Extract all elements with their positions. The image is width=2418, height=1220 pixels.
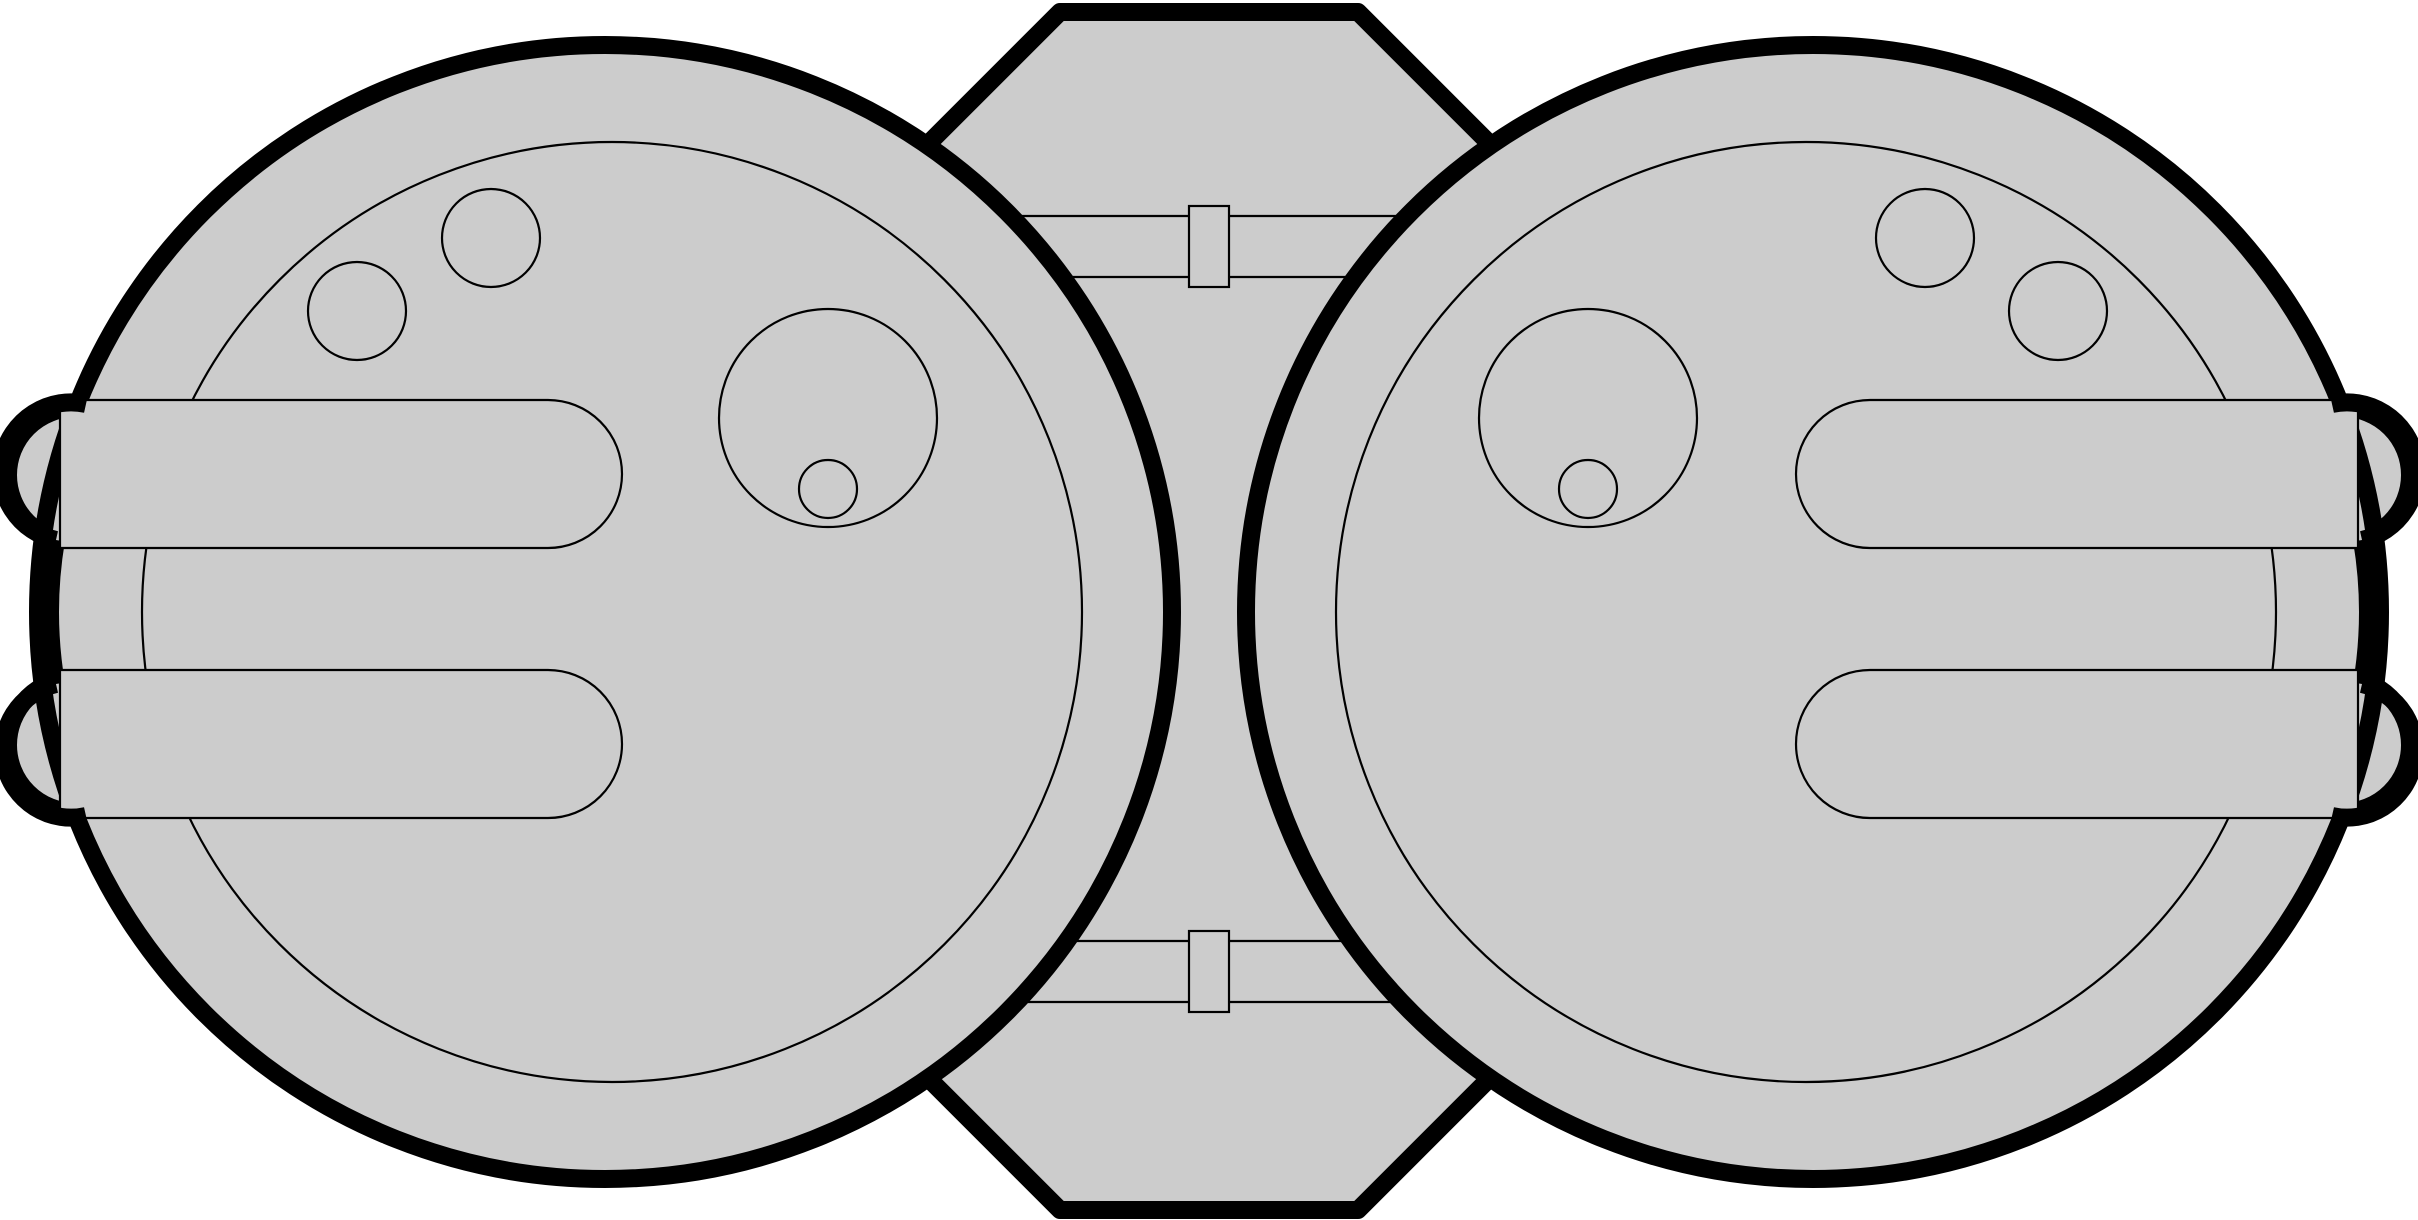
left-lobe-lower-arc bbox=[0, 675, 88, 827]
left-slots bbox=[58, 398, 624, 820]
right-slot-upper bbox=[1794, 398, 2360, 550]
left-hole-inner bbox=[797, 458, 859, 520]
right-outer-edge bbox=[2353, 538, 2377, 686]
left-hole-small-a bbox=[306, 260, 408, 362]
left-holes bbox=[306, 187, 939, 529]
left-slot-lower bbox=[58, 668, 624, 820]
left-disc bbox=[29, 36, 1181, 1188]
left-inner-ring bbox=[140, 140, 1084, 1084]
right-hole-inner bbox=[1557, 458, 1619, 520]
lobe-outer-arcs bbox=[0, 393, 2418, 827]
right-hole-large bbox=[1477, 307, 1699, 529]
bottom-clamp bbox=[1187, 929, 1231, 1014]
right-slots bbox=[1794, 398, 2360, 820]
right-slot-lower bbox=[1794, 668, 2360, 820]
right-disc-outline bbox=[1237, 36, 2389, 1188]
right-disc bbox=[1237, 36, 2389, 1188]
right-inner-ring bbox=[1334, 140, 2278, 1084]
right-lobe-upper-arc bbox=[2330, 393, 2418, 549]
left-hole-large bbox=[717, 307, 939, 529]
left-lobe-upper-arc bbox=[0, 393, 88, 549]
right-hole-small-b bbox=[1874, 187, 1976, 289]
right-hole-small-a bbox=[2007, 260, 2109, 362]
top-clamp bbox=[1187, 204, 1231, 289]
inner-rings bbox=[140, 140, 2278, 1084]
right-holes bbox=[1477, 187, 2109, 529]
bridge-clamps bbox=[1018, 204, 1400, 1014]
left-disc-outline bbox=[29, 36, 1181, 1188]
left-hole-small-b bbox=[440, 187, 542, 289]
left-outer-edge bbox=[41, 538, 65, 686]
right-lobe-lower-arc bbox=[2330, 675, 2418, 827]
left-slot-upper bbox=[58, 398, 624, 550]
